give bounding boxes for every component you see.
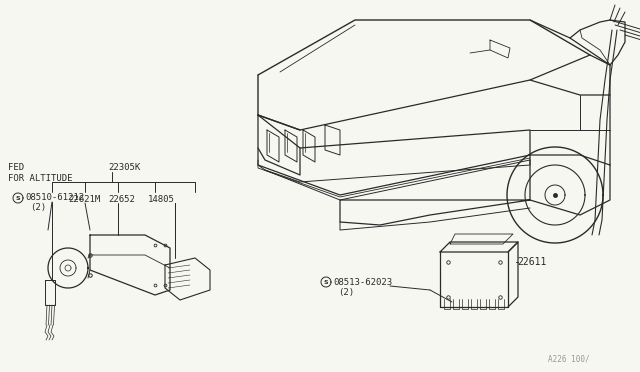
Text: 22621M: 22621M: [68, 195, 100, 204]
Text: 08513-62023: 08513-62023: [333, 278, 392, 287]
Text: S: S: [324, 279, 328, 285]
Text: S: S: [16, 196, 20, 201]
Text: 22652: 22652: [108, 195, 135, 204]
Text: (2): (2): [30, 203, 46, 212]
Text: (2): (2): [338, 288, 354, 297]
Text: FED
FOR ALTITUDE: FED FOR ALTITUDE: [8, 163, 72, 183]
Text: 14805: 14805: [148, 195, 175, 204]
Text: 22305K: 22305K: [108, 163, 140, 172]
Text: 08510-61212: 08510-61212: [25, 193, 84, 202]
Text: 22611: 22611: [517, 257, 547, 267]
Text: A226 100/: A226 100/: [548, 355, 589, 364]
